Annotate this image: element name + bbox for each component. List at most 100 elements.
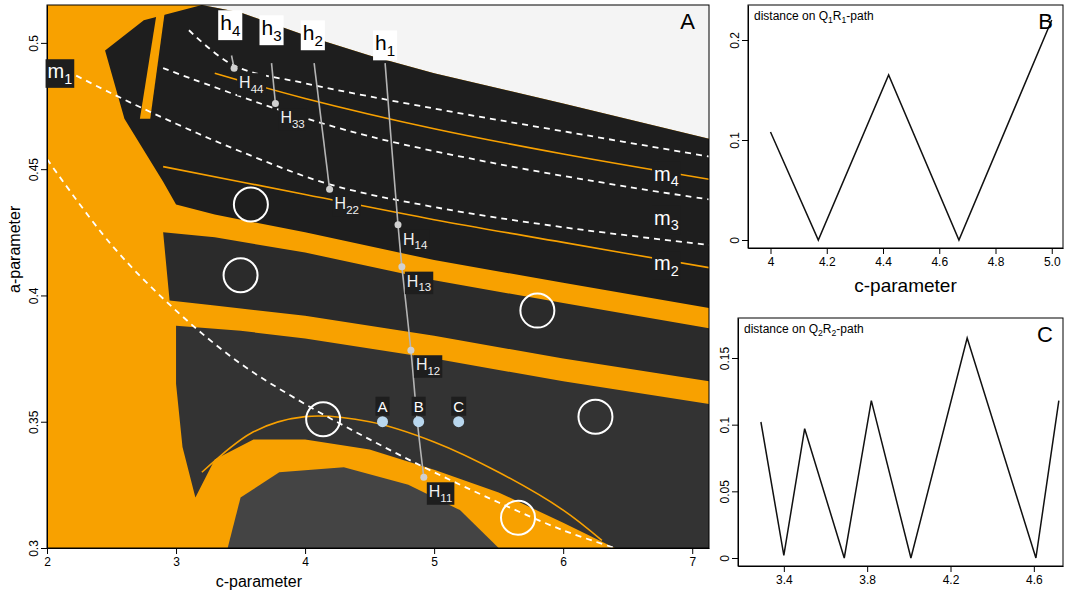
y-tick: 0.45	[27, 158, 47, 182]
text-part: 44	[251, 83, 264, 95]
curve	[189, 30, 709, 156]
plot-frame	[738, 318, 1063, 566]
text-part: B	[1038, 9, 1053, 34]
text-part: 4	[671, 173, 679, 189]
x-tick-mark	[771, 248, 772, 254]
text-part: H	[429, 483, 441, 500]
point-label-group: H11	[427, 482, 455, 504]
x-tick-label: 3	[173, 555, 180, 569]
x-tick: 6	[560, 548, 567, 569]
x-tick-label: 4.8	[988, 255, 1005, 269]
x-tick: 5	[431, 548, 438, 569]
panel-letter: B	[1038, 9, 1053, 34]
curve-label-patch	[301, 20, 325, 50]
bifurcation-point	[407, 347, 414, 354]
y-tick-mark	[41, 422, 47, 423]
x-tick-mark	[996, 248, 997, 254]
x-tick: 4	[768, 248, 775, 269]
point-label: H13	[407, 273, 431, 293]
x-tick-mark	[1034, 566, 1035, 572]
y-tick: 0.15	[718, 346, 738, 370]
text-part: h	[375, 31, 387, 54]
y-tick-mark	[742, 240, 748, 241]
y-tick: 0.1	[718, 417, 738, 434]
y-tick: 0.4	[27, 287, 47, 304]
x-tick: 4	[302, 548, 309, 569]
y-tick-label: 0.3	[27, 540, 41, 557]
x-tick-mark	[434, 548, 435, 554]
y-axis: 00.10.2	[728, 6, 749, 249]
x-tick-mark	[176, 548, 177, 554]
point-label-patch	[237, 73, 266, 95]
y-axis: 00.050.10.15	[718, 319, 739, 567]
y-tick-label: 0.45	[27, 158, 41, 182]
point-label: H11	[429, 483, 453, 503]
bifurcation-point	[398, 263, 405, 270]
x-axis-title: c-parameter	[216, 573, 303, 590]
x-axis: 44.24.44.64.85.0	[749, 248, 1064, 269]
text-part: A	[378, 398, 388, 415]
curve-label-group: m4	[652, 162, 681, 191]
point-label: H14	[403, 231, 428, 251]
text-part: H	[403, 231, 415, 248]
x-tick-mark	[867, 566, 868, 572]
y-tick: 0	[728, 237, 748, 244]
text-part: H	[416, 356, 428, 373]
point-label: H22	[335, 195, 359, 215]
plot-area	[761, 338, 1059, 558]
axes: 3.43.84.24.600.050.10.15	[718, 319, 1064, 587]
curve-label: m4	[654, 163, 679, 190]
text-part: 12	[427, 365, 440, 377]
plot-area	[771, 20, 1052, 240]
curve	[47, 159, 615, 548]
axes: 44.24.44.64.85.000.10.2	[728, 6, 1064, 269]
line	[771, 20, 1052, 240]
bifurcation-point	[395, 221, 402, 228]
sample-point	[453, 416, 464, 427]
text-part: H	[280, 109, 292, 126]
sample-label: A	[378, 398, 388, 415]
curve-label-patch	[652, 251, 681, 280]
y-tick-label: 0.2	[728, 32, 742, 49]
x-tick-label: 5	[431, 555, 438, 569]
point-label: H44	[239, 74, 264, 94]
y-tick: 0.3	[27, 540, 47, 557]
text-part: -path	[836, 322, 863, 336]
curve-label-patch	[652, 206, 681, 235]
text-part: C	[1037, 322, 1053, 347]
curve-label: h2	[303, 21, 323, 49]
point-label-patch	[405, 272, 433, 294]
text-part: R	[833, 9, 842, 23]
text-part: B	[414, 398, 424, 415]
x-tick-mark	[1052, 248, 1053, 254]
text-part: A	[680, 9, 695, 34]
text-part: H	[239, 74, 251, 91]
text-part: 13	[418, 281, 431, 293]
curve-label-group: h2	[301, 20, 325, 50]
x-tick-mark	[563, 548, 564, 554]
x-tick-mark	[951, 566, 952, 572]
text-part: H	[335, 195, 347, 212]
x-tick-label: 7	[689, 555, 696, 569]
curve-label-patch	[373, 30, 397, 60]
curve-label-patch	[259, 15, 283, 45]
x-tick: 4.2	[819, 248, 836, 269]
text-part: 22	[346, 204, 359, 216]
y-tick: 0.35	[27, 410, 47, 434]
curve	[163, 68, 709, 199]
curve	[314, 63, 329, 189]
panel-letter-group: C	[1037, 322, 1053, 347]
text-part: m	[654, 252, 671, 274]
x-tick: 3	[173, 548, 180, 569]
curve	[215, 73, 709, 179]
x-tick: 4.8	[988, 248, 1005, 269]
text-part: 3	[671, 217, 679, 233]
point-label-patch	[427, 482, 455, 504]
x-tick-label: 4	[768, 255, 775, 269]
text-part: m	[654, 163, 671, 185]
sample-point	[413, 416, 424, 427]
x-tick-label: 4.2	[819, 255, 836, 269]
x-tick: 4.6	[931, 248, 948, 269]
x-tick-mark	[305, 548, 306, 554]
point-label-group: H22	[333, 194, 361, 216]
